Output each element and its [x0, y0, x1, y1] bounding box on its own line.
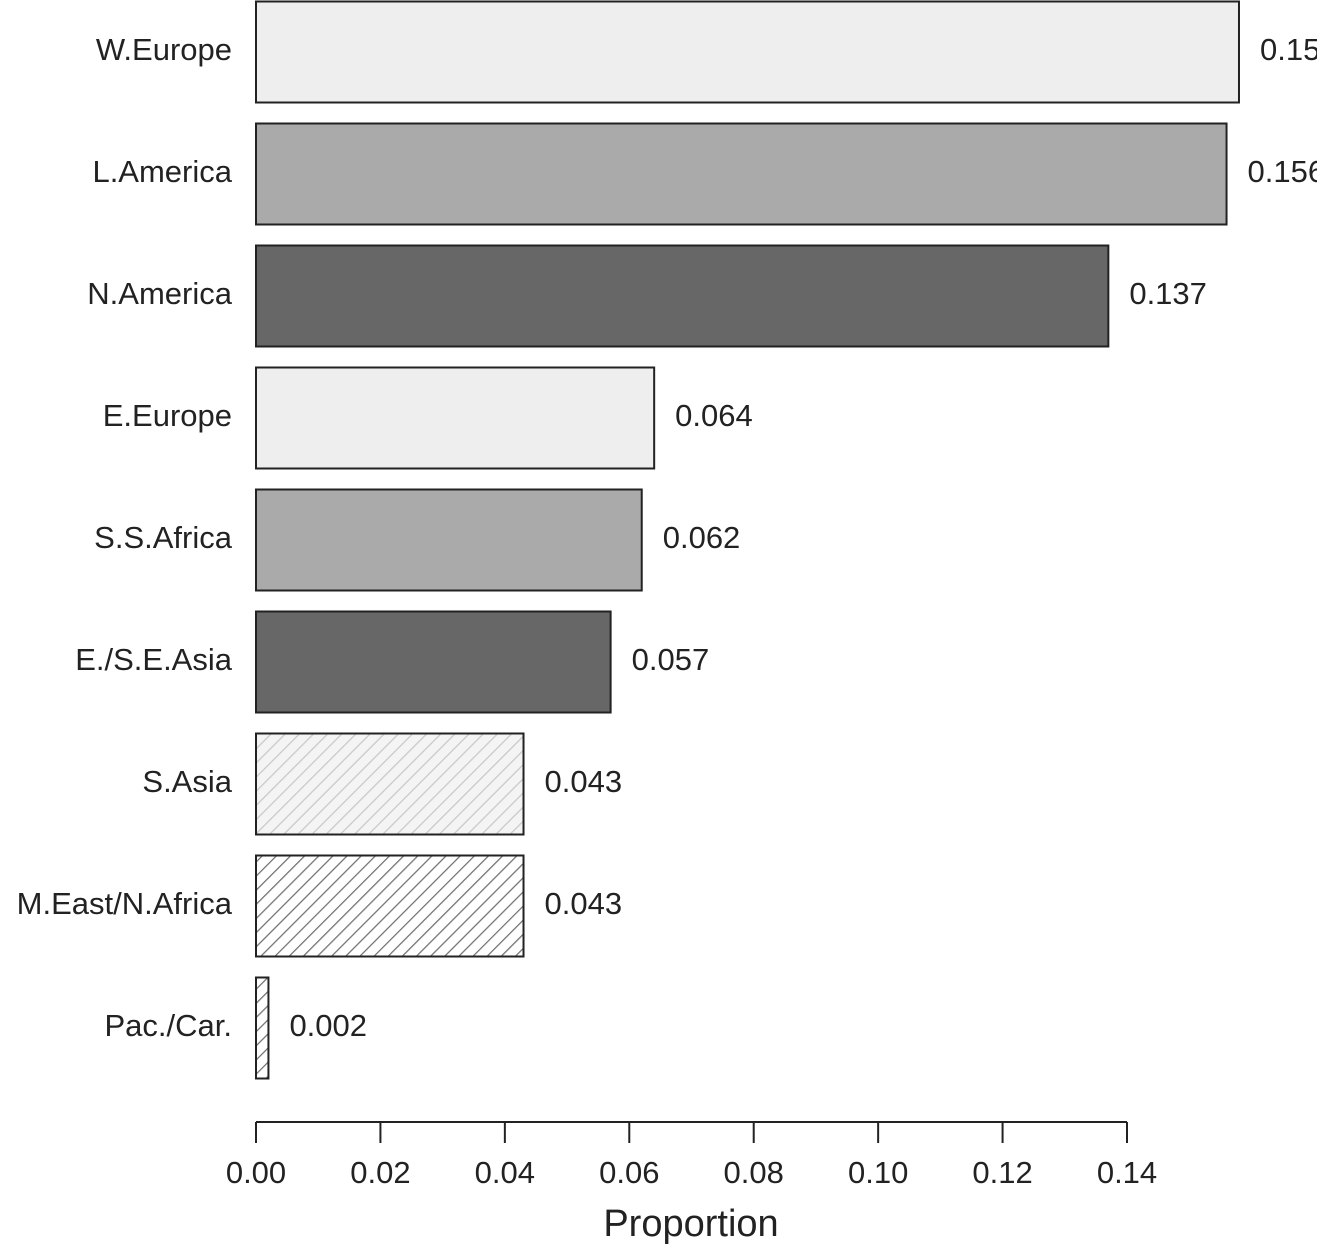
value-label: 0.043 — [545, 764, 623, 799]
x-tick-label: 0.00 — [226, 1155, 286, 1190]
value-label: 0.137 — [1129, 276, 1207, 311]
x-tick-label: 0.12 — [972, 1155, 1032, 1190]
bar — [255, 732, 525, 836]
value-label: 0.064 — [675, 398, 753, 433]
x-axis-title: Proportion — [603, 1203, 778, 1245]
y-tick-label: N.America — [87, 276, 232, 311]
x-tick-label: 0.14 — [1097, 1155, 1157, 1190]
bar — [255, 976, 270, 1080]
y-tick-label: S.S.Africa — [94, 520, 233, 555]
y-tick-label: W.Europe — [96, 32, 232, 67]
y-tick-label: E./S.E.Asia — [75, 642, 233, 677]
x-tick-label: 0.10 — [848, 1155, 908, 1190]
value-label: 0.043 — [545, 886, 623, 921]
value-label: 0.002 — [289, 1008, 367, 1043]
y-tick-label: M.East/N.Africa — [17, 886, 233, 921]
y-tick-label: S.Asia — [142, 764, 232, 799]
bar — [255, 366, 656, 470]
bar — [255, 610, 612, 714]
value-label: 0.156 — [1248, 154, 1317, 189]
y-tick-label: Pac./Car. — [105, 1008, 233, 1043]
x-tick-label: 0.02 — [350, 1155, 410, 1190]
x-tick-label: 0.08 — [724, 1155, 784, 1190]
x-tick-label: 0.06 — [599, 1155, 659, 1190]
value-label: 0.062 — [663, 520, 741, 555]
bar — [255, 122, 1228, 226]
bar — [255, 0, 1240, 104]
value-label: 0.057 — [632, 642, 710, 677]
value-label: 0.158 — [1260, 32, 1317, 67]
y-tick-label: E.Europe — [103, 398, 232, 433]
bar — [255, 488, 643, 592]
bar — [255, 854, 525, 958]
bar — [255, 244, 1110, 348]
y-tick-label: L.America — [92, 154, 232, 189]
x-tick-label: 0.04 — [475, 1155, 535, 1190]
